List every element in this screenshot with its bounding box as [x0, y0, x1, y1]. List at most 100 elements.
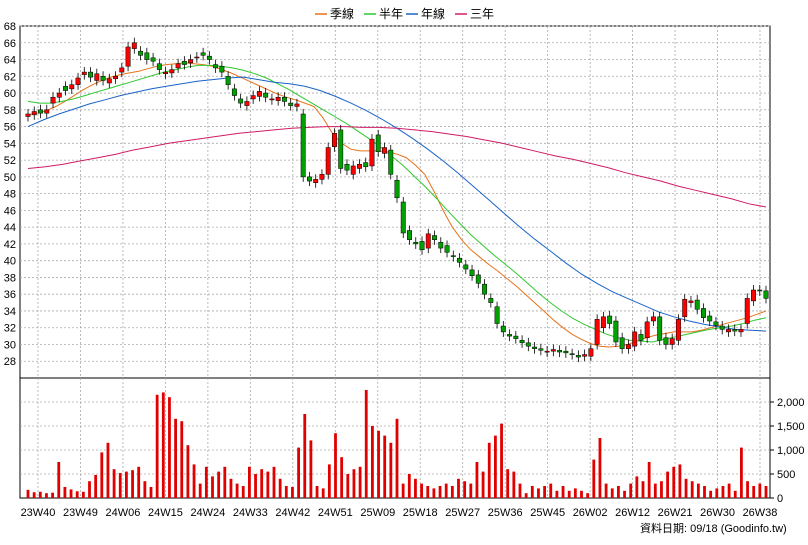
- candle-body: [413, 241, 419, 245]
- price-tick-label: 58: [4, 105, 16, 117]
- candle-body: [613, 320, 619, 343]
- volume-bar: [161, 392, 165, 498]
- candle-body: [44, 109, 50, 114]
- volume-bar: [340, 457, 344, 498]
- candle-body: [582, 354, 588, 357]
- candle-body: [619, 337, 625, 349]
- date-tick-label: 25W45: [530, 507, 565, 519]
- volume-bar: [457, 478, 460, 498]
- volume-bar: [481, 471, 485, 498]
- volume-bar: [377, 430, 380, 498]
- candle-body: [425, 233, 431, 249]
- volume-bar: [666, 471, 669, 498]
- candle-body: [213, 64, 219, 69]
- volume-bar: [623, 490, 626, 498]
- legend-label-year: 年線: [421, 6, 445, 21]
- volume-bar: [204, 466, 208, 498]
- volume-bar: [272, 466, 276, 498]
- candle-body: [694, 299, 700, 310]
- candle-body: [69, 84, 75, 90]
- volume-bar: [752, 486, 756, 498]
- legend: 季線 半年 年線 三年: [315, 6, 494, 21]
- price-tick-label: 38: [4, 272, 16, 284]
- volume-bar: [764, 486, 768, 498]
- candle-body: [63, 86, 68, 91]
- price-tick-label: 42: [4, 239, 16, 251]
- volume-bar: [63, 486, 67, 498]
- volume-bar: [137, 466, 141, 498]
- price-tick-label: 68: [4, 21, 16, 33]
- candle-body: [181, 60, 187, 65]
- candle-body: [81, 71, 87, 75]
- volume-bar: [432, 488, 436, 498]
- price-tick-label: 48: [4, 189, 16, 201]
- candle-body: [726, 329, 731, 333]
- candle-body: [732, 329, 738, 332]
- candle-body: [707, 315, 713, 322]
- candle-body: [432, 235, 437, 240]
- volume-bar: [254, 474, 257, 498]
- candle-body: [94, 73, 100, 81]
- volume-tick-label: 2,000: [777, 397, 805, 409]
- volume-bar: [358, 466, 362, 498]
- volume-bar: [678, 464, 682, 498]
- data-date-footer: 資料日期: 09/18 (Goodinfo.tw): [640, 521, 787, 535]
- candle-body: [525, 342, 531, 347]
- candle-body: [450, 255, 456, 257]
- volume-bar: [690, 481, 694, 498]
- volume-bar: [248, 466, 251, 498]
- candle-body: [438, 241, 444, 249]
- candle-body: [482, 283, 488, 295]
- date-tick-label: 24W15: [148, 507, 183, 519]
- volume-bar: [475, 462, 479, 498]
- volume-bar: [561, 486, 565, 498]
- volume-bar: [260, 469, 264, 498]
- candle-body: [75, 77, 81, 85]
- candle-body: [713, 321, 719, 326]
- volume-bar: [727, 483, 731, 498]
- volume-bar: [291, 486, 294, 498]
- volume-bar: [740, 447, 743, 498]
- candle-body: [594, 319, 600, 345]
- candle-body: [313, 179, 319, 183]
- date-tick-label: 25W36: [488, 507, 523, 519]
- volume-bar: [352, 469, 356, 498]
- volume-bar: [51, 492, 54, 498]
- date-tick-label: 23W49: [63, 507, 98, 519]
- candle-body: [125, 46, 131, 67]
- volume-tick-label: 0: [777, 493, 783, 505]
- volume-bar: [555, 490, 559, 498]
- volume-bar: [549, 483, 553, 498]
- volume-tick-label: 1,500: [777, 421, 805, 433]
- candle-body: [469, 269, 475, 277]
- candle-body: [31, 111, 37, 116]
- candle-body: [494, 306, 500, 324]
- legend-label-quarter: 季線: [330, 6, 354, 21]
- candle-body: [269, 98, 275, 101]
- price-tick-label: 36: [4, 289, 16, 301]
- candle-body: [563, 350, 569, 354]
- date-tick-label: 25W27: [445, 507, 480, 519]
- price-tick-label: 56: [4, 122, 16, 134]
- price-tick-label: 66: [4, 38, 16, 50]
- legend-label-3year: 三年: [470, 7, 494, 21]
- candle-body: [163, 71, 169, 75]
- volume-bar: [112, 469, 116, 498]
- price-tick-label: 28: [4, 356, 16, 368]
- candle-body: [701, 308, 706, 318]
- candle-body: [206, 55, 212, 60]
- candle-body: [500, 325, 506, 333]
- volume-bar: [629, 483, 633, 498]
- candle-body: [419, 241, 425, 251]
- volume-bar: [278, 478, 282, 498]
- volume-bar: [229, 478, 233, 498]
- volume-bar: [610, 488, 614, 498]
- volume-bar: [653, 483, 657, 498]
- volume-bar: [241, 486, 245, 498]
- candle-body: [344, 164, 350, 171]
- candle-body: [175, 63, 181, 69]
- candle-body: [50, 96, 56, 104]
- candle-body: [569, 353, 575, 355]
- candle-body: [538, 348, 544, 351]
- candle-body: [156, 63, 162, 70]
